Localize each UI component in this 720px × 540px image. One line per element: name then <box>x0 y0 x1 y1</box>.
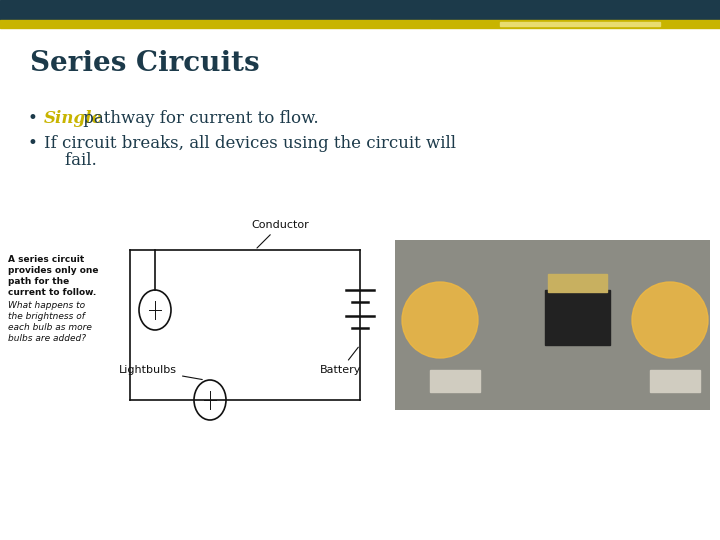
Text: current to follow.: current to follow. <box>8 288 96 297</box>
Bar <box>0 0 720 20</box>
Text: fail.: fail. <box>44 152 96 169</box>
Text: Single: Single <box>44 110 103 127</box>
Text: bulbs are added?: bulbs are added? <box>8 334 86 343</box>
Bar <box>0 20 430 28</box>
Bar <box>545 290 610 345</box>
Bar <box>650 370 700 392</box>
Bar <box>430 370 480 392</box>
Text: pathway for current to flow.: pathway for current to flow. <box>78 110 319 127</box>
Text: Battery: Battery <box>320 347 361 375</box>
Text: If circuit breaks, all devices using the circuit will: If circuit breaks, all devices using the… <box>44 135 456 152</box>
Text: What happens to: What happens to <box>8 301 85 310</box>
Text: •: • <box>28 110 38 127</box>
Text: Series Circuits: Series Circuits <box>30 50 260 77</box>
Circle shape <box>632 282 708 358</box>
Text: each bulb as more: each bulb as more <box>8 323 92 332</box>
Bar <box>500 22 660 26</box>
Text: path for the: path for the <box>8 277 69 286</box>
Text: the brightness of: the brightness of <box>8 312 85 321</box>
Text: Conductor: Conductor <box>251 220 309 248</box>
Text: A series circuit: A series circuit <box>8 255 84 264</box>
Text: Lightbulbs: Lightbulbs <box>119 365 202 380</box>
Circle shape <box>402 282 478 358</box>
Text: provides only one: provides only one <box>8 266 99 275</box>
Text: •: • <box>28 135 38 152</box>
Bar <box>548 274 607 292</box>
Bar <box>430 20 720 28</box>
